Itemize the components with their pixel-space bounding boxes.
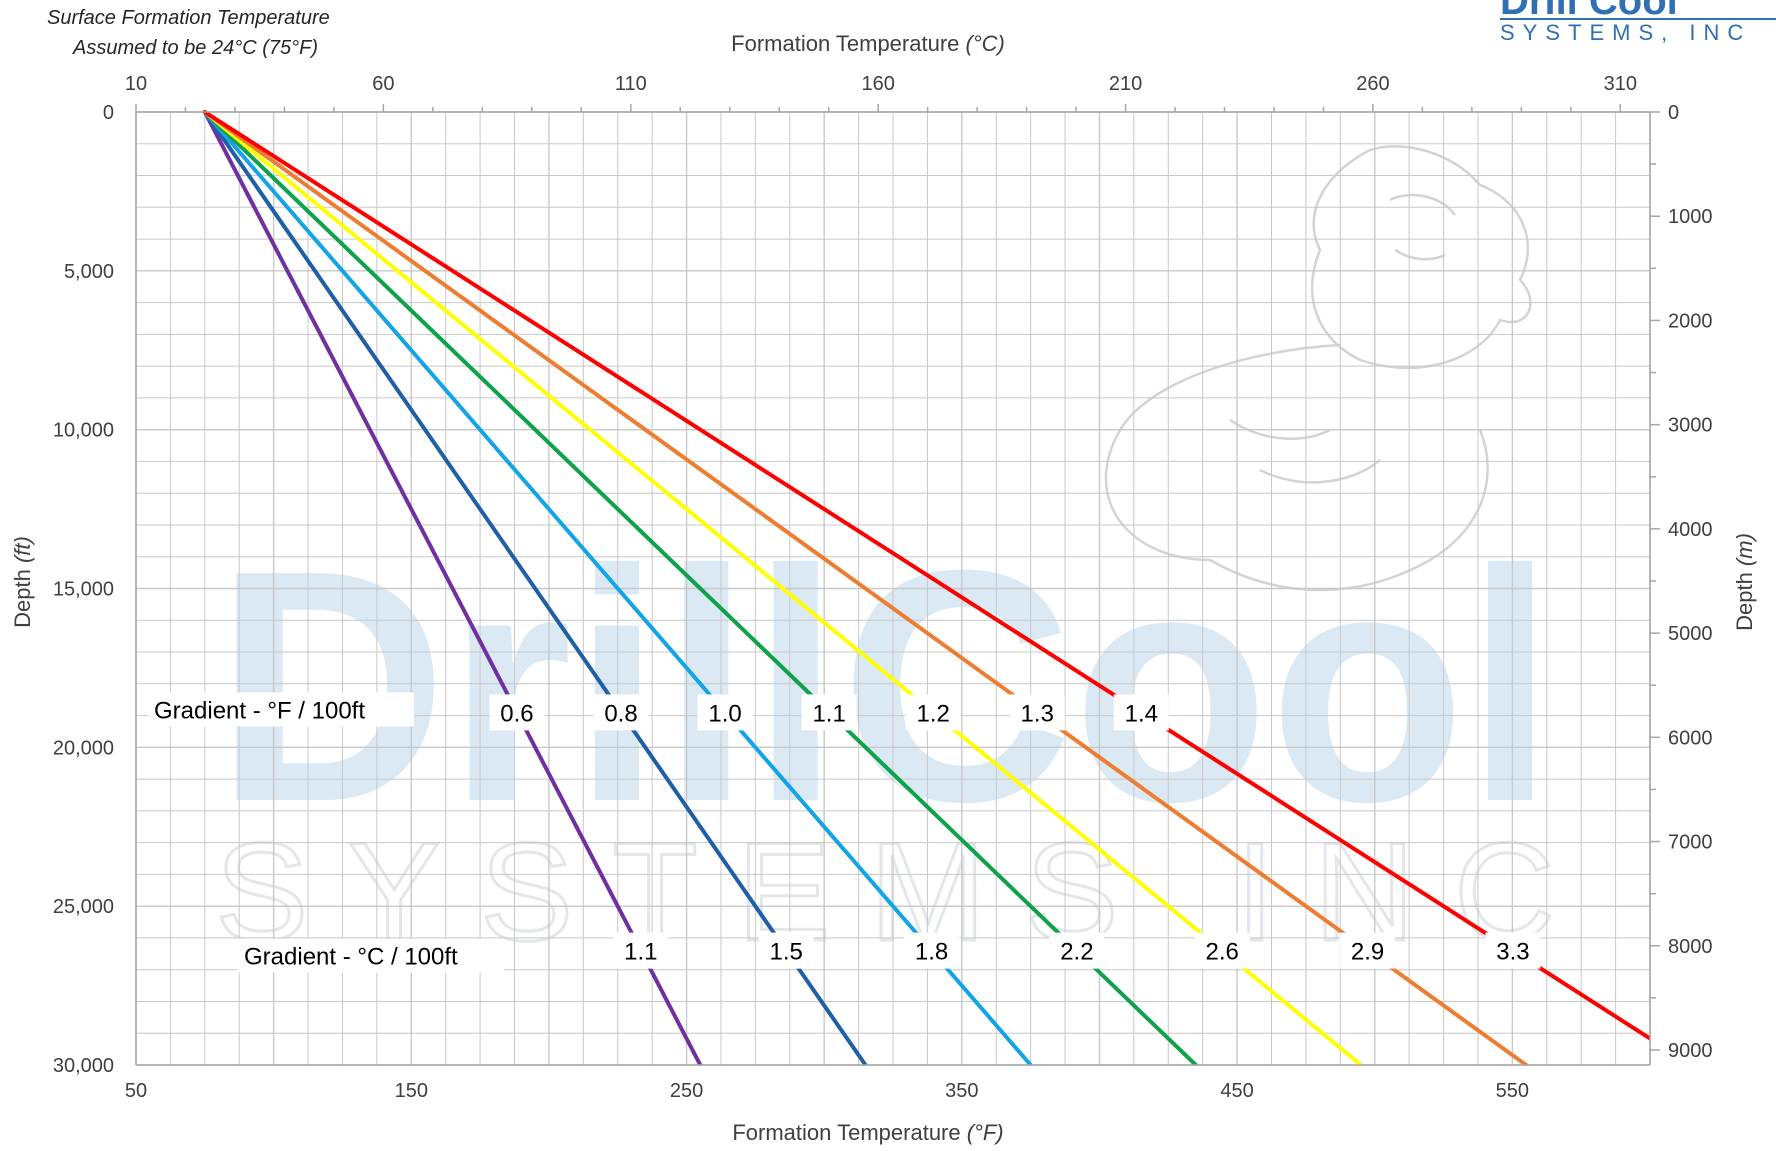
gradient-f-label: 1.3: [1021, 700, 1054, 727]
x-top-tick-label: 260: [1356, 73, 1389, 95]
x-top-tick-label: 10: [125, 73, 147, 95]
x-bottom-tick-label: 50: [125, 1080, 147, 1102]
gradient-c-label: 2.9: [1351, 939, 1384, 966]
series-line-1-1: [202, 110, 1198, 1065]
gradient-f-caption-bg: [148, 692, 414, 727]
gradient-f-label: 0.6: [500, 700, 533, 727]
y-left-tick-label: 5,000: [64, 261, 114, 283]
x-bottom-tick-label: 550: [1496, 1080, 1529, 1102]
gradient-f-label: 0.8: [604, 700, 637, 727]
gradient-f-label: 1.4: [1125, 700, 1158, 727]
gradient-c-caption-bg: [238, 938, 504, 973]
drill-cool-logo: Drill Cool SYSTEMS, INC: [1500, 0, 1776, 45]
series-line-0-8: [202, 110, 868, 1065]
gradient-c-label: 1.8: [915, 939, 948, 966]
gradient-c-label-bg: [904, 932, 960, 969]
chart-axes: [135, 104, 1660, 1066]
gradient-c-caption: Gradient - °C / 100ft: [244, 944, 458, 971]
x-top-tick-label: 60: [372, 73, 394, 95]
series-line-1-3: [202, 110, 1529, 1065]
gradient-c-label: 2.6: [1206, 939, 1239, 966]
gradient-c-label-bg: [1485, 932, 1541, 969]
y-right-tick-label: 5000: [1668, 623, 1713, 645]
logo-sub-text: SYSTEMS, INC: [1500, 20, 1751, 45]
surface-temp-note-line2: Assumed to be 24°C (75°F): [72, 37, 318, 59]
series-line-0-6: [202, 110, 703, 1065]
x-bottom-tick-label: 150: [395, 1080, 428, 1102]
y-left-axis-title: Depth (ft): [10, 536, 35, 628]
x-top-tick-label: 210: [1109, 73, 1142, 95]
y-right-tick-label: 4000: [1668, 519, 1713, 541]
watermark: DrillCool SYSTEMS INC: [214, 145, 1557, 972]
gradient-c-label: 3.3: [1496, 939, 1529, 966]
y-right-tick-label: 9000: [1668, 1040, 1713, 1062]
x-bottom-tick-label: 250: [670, 1080, 703, 1102]
gradient-f-caption: Gradient - °F / 100ft: [154, 697, 365, 724]
gradient-c-label: 2.2: [1060, 939, 1093, 966]
y-right-tick-label: 6000: [1668, 727, 1713, 749]
y-left-tick-label: 20,000: [53, 737, 114, 759]
y-right-axis-title: Depth (m): [1732, 533, 1757, 631]
y-right-tick-label: 1000: [1668, 206, 1713, 228]
x-bottom-axis-title: Formation Temperature (°F): [732, 1120, 1003, 1145]
gradient-c-label-bg: [1194, 932, 1250, 969]
gradient-c-label-bg: [613, 932, 669, 969]
gradient-c-label-bg: [1049, 932, 1105, 969]
gradient-f-label: 1.1: [812, 700, 845, 727]
x-top-tick-label: 110: [615, 73, 647, 95]
surface-temp-note-line1: Surface Formation Temperature: [47, 7, 330, 29]
line-labels: 0.6 1.1 0.8 1.5 1.0 1.8 1.1 2.2 1.2 2.6 1.3 2.9 1.4 3…: [148, 692, 1541, 973]
x-bottom-tick-label: 450: [1220, 1080, 1253, 1102]
mascot-watermark-icon: [1104, 145, 1532, 592]
gradient-c-label-bg: [758, 932, 814, 969]
y-left-tick-label: 15,000: [53, 579, 114, 601]
gradient-f-label-bg: [905, 694, 961, 731]
y-right-tick-label: 3000: [1668, 415, 1713, 437]
y-right-tick-label: 7000: [1668, 832, 1713, 854]
x-bottom-tick-label: 350: [945, 1080, 978, 1102]
y-left-tick-label: 0: [103, 102, 114, 124]
gradient-f-label-bg: [697, 694, 753, 731]
y-right-tick-label: 8000: [1668, 936, 1713, 958]
gradient-c-label: 1.5: [770, 939, 803, 966]
tick-labels: 50 150 250 350 450 550 10 60 110 160 210 260 310 0 5,0…: [53, 73, 1713, 1102]
gradient-f-label-bg: [801, 694, 857, 731]
gradient-f-label-bg: [489, 694, 545, 731]
x-top-tick-label: 310: [1604, 73, 1637, 95]
logo-main-text: Drill Cool: [1500, 0, 1678, 23]
y-left-tick-label: 25,000: [53, 896, 114, 918]
gradient-c-label-bg: [1340, 932, 1396, 969]
series-line-1-4: [202, 110, 1650, 1041]
gradient-f-label: 1.0: [708, 700, 741, 727]
gradient-f-label-bg: [593, 694, 649, 731]
y-right-tick-label: 2000: [1668, 310, 1713, 332]
x-top-tick-label: 160: [861, 73, 894, 95]
y-right-tick-label: 0: [1668, 102, 1679, 124]
gradient-c-label: 1.1: [624, 939, 657, 966]
y-left-tick-label: 10,000: [53, 420, 114, 442]
x-top-axis-title: Formation Temperature (°C): [731, 31, 1005, 56]
y-left-tick-label: 30,000: [53, 1055, 114, 1077]
gradient-f-label: 1.2: [917, 700, 950, 727]
gradient-f-label-bg: [1113, 694, 1169, 731]
series-line-1-2: [202, 110, 1363, 1065]
series-lines: [202, 110, 1650, 1065]
series-line-1-0: [202, 110, 1033, 1065]
gradient-f-label-bg: [1009, 694, 1065, 731]
